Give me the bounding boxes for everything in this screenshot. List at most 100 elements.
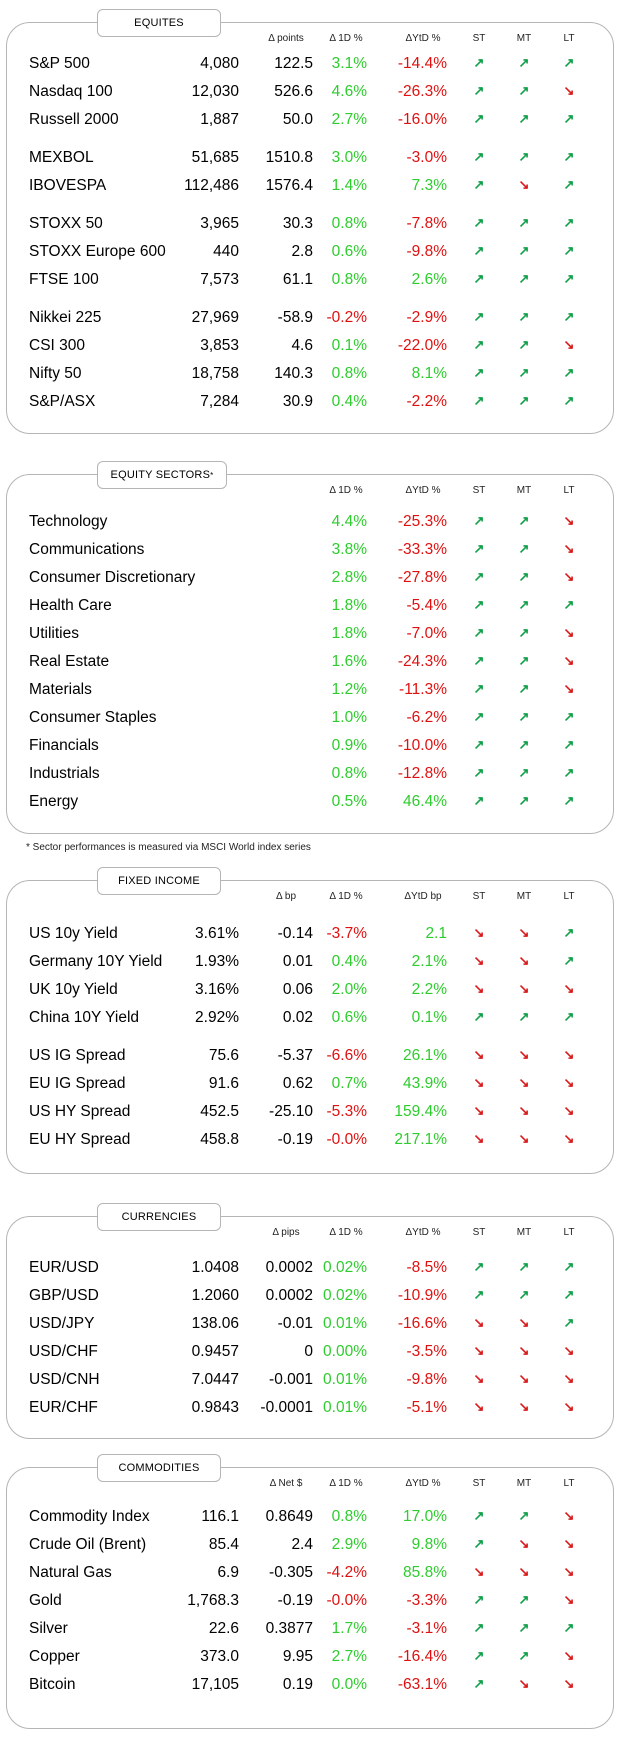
trend-up-arrow-icon: ↗ bbox=[473, 569, 485, 584]
trend-up-arrow-icon: ↗ bbox=[563, 597, 575, 612]
trend-up-arrow-icon: ↗ bbox=[473, 1536, 485, 1551]
trend-down-arrow-icon: ↘ bbox=[563, 1103, 575, 1118]
change-ytd: -12.8% bbox=[397, 765, 447, 782]
trend-up-arrow-icon: ↗ bbox=[563, 1620, 575, 1635]
change-value: 4.6 bbox=[291, 337, 313, 354]
trend-up-arrow-icon: ↗ bbox=[563, 243, 575, 258]
level-value: 27,969 bbox=[191, 309, 239, 326]
change-1d-pct: 1.8% bbox=[331, 597, 367, 614]
change-ytd: -2.9% bbox=[406, 309, 448, 326]
trend-up-arrow-icon: ↗ bbox=[518, 569, 530, 584]
trend-up-arrow-icon: ↗ bbox=[518, 653, 530, 668]
level-value: 452.5 bbox=[200, 1103, 239, 1120]
change-1d-pct: 1.6% bbox=[331, 653, 367, 670]
table-row: Technology 4.4% -25.3% ↗ ↗ ↘ bbox=[7, 509, 613, 537]
change-ytd: -16.0% bbox=[397, 111, 447, 128]
change-1d-pct: 0.6% bbox=[331, 1009, 367, 1026]
trend-up-arrow-icon: ↗ bbox=[518, 1592, 530, 1607]
change-ytd: 46.4% bbox=[403, 793, 447, 810]
level-value: 6.9 bbox=[217, 1564, 239, 1581]
column-header: MT bbox=[516, 891, 532, 902]
column-header: Δ 1D % bbox=[329, 891, 363, 902]
trend-up-arrow-icon: ↗ bbox=[473, 765, 485, 780]
change-value: 0.0002 bbox=[265, 1259, 313, 1276]
trend-up-arrow-icon: ↗ bbox=[473, 1676, 485, 1691]
table-row: Communications 3.8% -33.3% ↗ ↗ ↘ bbox=[7, 537, 613, 565]
table-row: Nifty 50 18,758 140.3 0.8% 8.1% ↗ ↗ ↗ bbox=[7, 361, 613, 389]
change-value: -25.10 bbox=[269, 1103, 313, 1120]
table-row: EU IG Spread 91.6 0.62 0.7% 43.9% ↘ ↘ ↘ bbox=[7, 1071, 613, 1099]
trend-up-arrow-icon: ↗ bbox=[518, 1287, 530, 1302]
change-ytd: -5.1% bbox=[406, 1399, 448, 1416]
panel-fixed-income: FIXED INCOME Δ bp Δ 1D % ΔYtD bp ST MT LT US 10… bbox=[6, 867, 614, 1174]
change-1d-pct: 0.8% bbox=[331, 365, 367, 382]
change-value: 9.95 bbox=[282, 1648, 313, 1665]
trend-up-arrow-icon: ↗ bbox=[563, 393, 575, 408]
table-row: Energy 0.5% 46.4% ↗ ↗ ↗ bbox=[7, 789, 613, 817]
row-label: Gold bbox=[29, 1592, 62, 1609]
change-1d-pct: 3.0% bbox=[331, 149, 367, 166]
row-label: S&P/ASX bbox=[29, 393, 96, 410]
change-ytd: 2.1 bbox=[425, 925, 447, 942]
panel-commodities: COMMODITIES Δ Net $ Δ 1D % ΔYtD % ST MT LT Comm… bbox=[6, 1454, 614, 1729]
panel-title-text: FIXED INCOME bbox=[118, 875, 200, 887]
trend-up-arrow-icon: ↗ bbox=[473, 513, 485, 528]
table-row: GBP/USD 1.2060 0.0002 0.02% -10.9% ↗ ↗ ↗ bbox=[7, 1283, 613, 1311]
table-row: Industrials 0.8% -12.8% ↗ ↗ ↗ bbox=[7, 761, 613, 789]
row-label: Consumer Staples bbox=[29, 709, 157, 726]
trend-down-arrow-icon: ↘ bbox=[473, 1343, 485, 1358]
row-label: EUR/USD bbox=[29, 1259, 99, 1276]
change-value: -0.0001 bbox=[260, 1399, 313, 1416]
column-header: ΔYtD % bbox=[405, 33, 441, 44]
trend-down-arrow-icon: ↘ bbox=[563, 1047, 575, 1062]
change-ytd: 8.1% bbox=[411, 365, 447, 382]
trend-up-arrow-icon: ↗ bbox=[473, 177, 485, 192]
trend-down-arrow-icon: ↘ bbox=[563, 1564, 575, 1579]
change-1d-pct: -4.2% bbox=[326, 1564, 368, 1581]
row-label: EU HY Spread bbox=[29, 1131, 131, 1148]
column-header: LT bbox=[563, 485, 575, 496]
column-header: Δ 1D % bbox=[329, 33, 363, 44]
change-value: 122.5 bbox=[274, 55, 313, 72]
change-1d-pct: 1.4% bbox=[331, 177, 367, 194]
trend-up-arrow-icon: ↗ bbox=[518, 541, 530, 556]
change-1d-pct: 0.00% bbox=[323, 1343, 367, 1360]
level-value: 458.8 bbox=[200, 1131, 239, 1148]
panel-title: EQUITY SECTORS * bbox=[97, 461, 227, 489]
level-value: 7,573 bbox=[200, 271, 239, 288]
trend-up-arrow-icon: ↗ bbox=[473, 337, 485, 352]
trend-down-arrow-icon: ↘ bbox=[563, 1131, 575, 1146]
trend-up-arrow-icon: ↗ bbox=[473, 793, 485, 808]
change-ytd: 17.0% bbox=[403, 1508, 447, 1525]
trend-down-arrow-icon: ↘ bbox=[563, 653, 575, 668]
trend-up-arrow-icon: ↗ bbox=[563, 1287, 575, 1302]
trend-up-arrow-icon: ↗ bbox=[563, 365, 575, 380]
trend-up-arrow-icon: ↗ bbox=[518, 681, 530, 696]
level-value: 75.6 bbox=[208, 1047, 239, 1064]
trend-down-arrow-icon: ↘ bbox=[563, 83, 575, 98]
trend-down-arrow-icon: ↘ bbox=[563, 337, 575, 352]
trend-up-arrow-icon: ↗ bbox=[563, 149, 575, 164]
level-value: 0.9843 bbox=[191, 1399, 239, 1416]
row-label: US 10y Yield bbox=[29, 925, 118, 942]
change-ytd: -5.4% bbox=[406, 597, 448, 614]
column-header: LT bbox=[563, 891, 575, 902]
trend-up-arrow-icon: ↗ bbox=[473, 83, 485, 98]
table-row: US 10y Yield 3.61% -0.14 -3.7% 2.1 ↘ ↘ ↗ bbox=[7, 921, 613, 949]
table-row: Commodity Index 116.1 0.8649 0.8% 17.0% ↗ ↗ ↘ bbox=[7, 1504, 613, 1532]
panel-equity-sectors: EQUITY SECTORS * Δ 1D % ΔYtD % ST MT LT Technol… bbox=[6, 461, 614, 834]
change-ytd: 43.9% bbox=[403, 1075, 447, 1092]
column-header: ΔYtD % bbox=[405, 1227, 441, 1238]
trend-up-arrow-icon: ↗ bbox=[518, 1009, 530, 1024]
trend-down-arrow-icon: ↘ bbox=[473, 925, 485, 940]
panel-title-text: EQUITY SECTORS bbox=[110, 469, 211, 481]
trend-up-arrow-icon: ↗ bbox=[563, 309, 575, 324]
panel-title-text: EQUITES bbox=[134, 17, 184, 29]
trend-up-arrow-icon: ↗ bbox=[563, 271, 575, 286]
trend-down-arrow-icon: ↘ bbox=[518, 1564, 530, 1579]
change-1d-pct: 0.0% bbox=[331, 1676, 367, 1693]
trend-down-arrow-icon: ↘ bbox=[518, 981, 530, 996]
row-label: S&P 500 bbox=[29, 55, 90, 72]
trend-down-arrow-icon: ↘ bbox=[563, 625, 575, 640]
trend-up-arrow-icon: ↗ bbox=[473, 149, 485, 164]
